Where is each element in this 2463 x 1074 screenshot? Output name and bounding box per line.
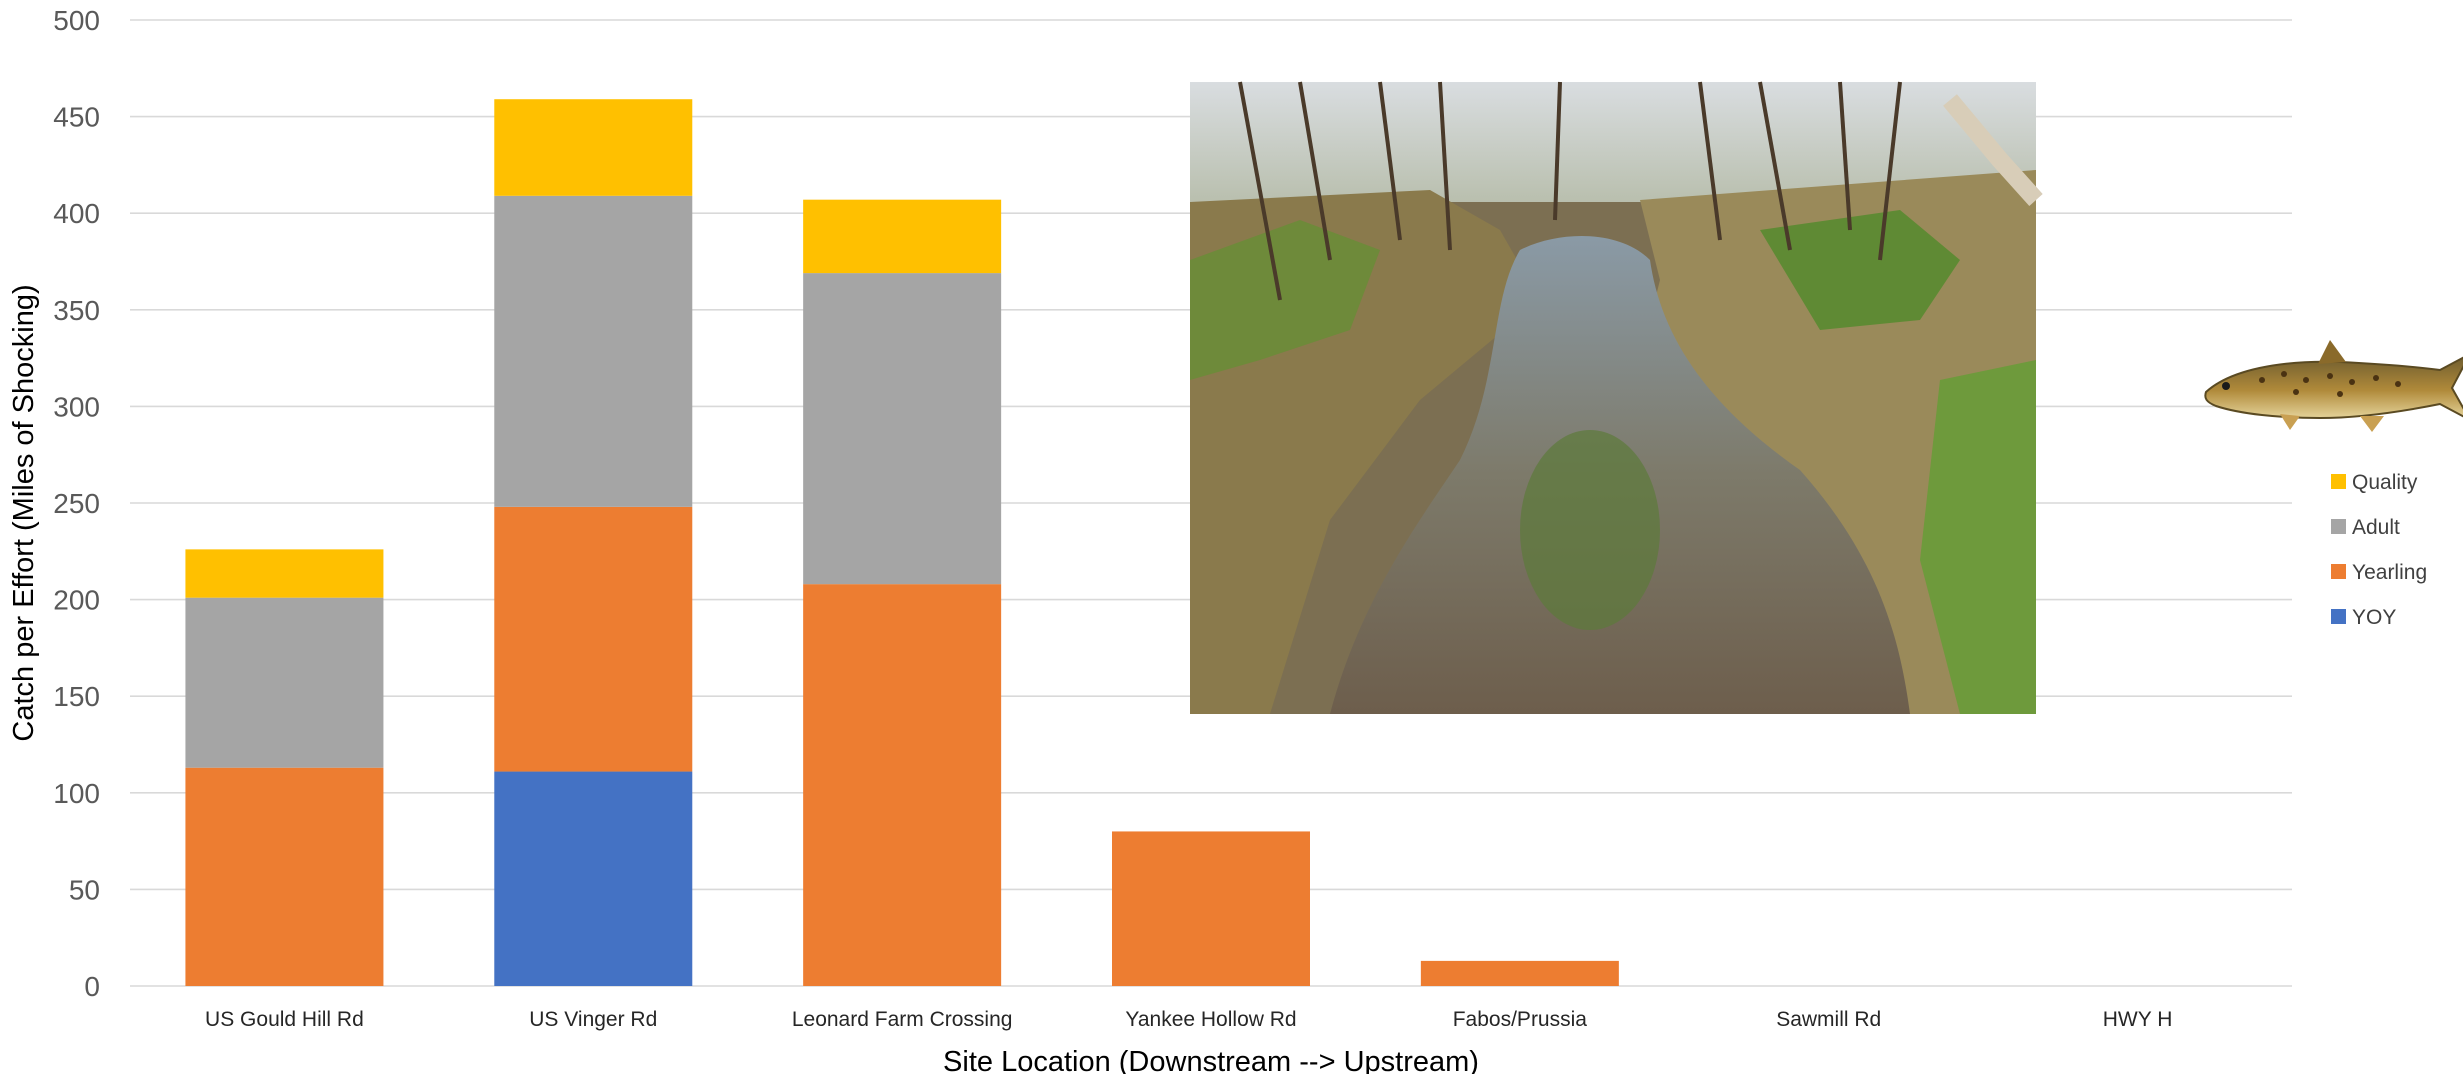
bar-segment-yoy xyxy=(494,771,693,986)
y-tick-label: 250 xyxy=(53,488,100,519)
bar-segment-adult xyxy=(494,195,693,507)
x-axis-title: Site Location (Downstream --> Upstream) xyxy=(943,1046,1479,1074)
bar-segment-quality xyxy=(185,549,384,598)
y-tick-label: 300 xyxy=(53,391,100,422)
legend-swatch xyxy=(2331,474,2346,489)
legend-label: Adult xyxy=(2352,516,2400,539)
y-tick-label: 150 xyxy=(53,681,100,712)
x-tick-label: US Gould Hill Rd xyxy=(205,1008,364,1031)
bar-segment-adult xyxy=(803,273,1002,585)
bar-segment-quality xyxy=(494,99,693,196)
y-tick-label: 200 xyxy=(53,585,100,616)
legend-label: Yearling xyxy=(2352,561,2427,584)
y-tick-label: 50 xyxy=(69,874,100,905)
legend-swatch xyxy=(2331,564,2346,579)
x-tick-label: Yankee Hollow Rd xyxy=(1125,1008,1296,1031)
y-tick-label: 450 xyxy=(53,102,100,133)
bar-segment-yearling xyxy=(494,506,693,772)
legend-label: YOY xyxy=(2352,606,2396,629)
bar-segment-yearling xyxy=(185,767,384,986)
y-axis-title: Catch per Effort (Miles of Shocking) xyxy=(8,284,40,741)
bar-segment-adult xyxy=(185,597,384,768)
bar-segment-yearling xyxy=(803,584,1002,986)
y-tick-label: 100 xyxy=(53,778,100,809)
brown-trout-icon xyxy=(2204,340,2463,432)
bar-segment-quality xyxy=(803,199,1002,274)
y-tick-labels: 0 50 100 150 200 250 300 350 400 450 500 xyxy=(53,5,100,1002)
x-tick-label: Sawmill Rd xyxy=(1776,1008,1881,1031)
x-tick-label: Leonard Farm Crossing xyxy=(792,1008,1013,1031)
legend: Quality Adult Yearling YOY xyxy=(2331,471,2427,629)
y-tick-label: 500 xyxy=(53,5,100,36)
bar-segment-yearling xyxy=(1420,960,1619,986)
y-tick-label: 400 xyxy=(53,198,100,229)
y-tick-label: 350 xyxy=(53,295,100,326)
x-tick-label: HWY H xyxy=(2103,1008,2173,1031)
x-tick-label: Fabos/Prussia xyxy=(1453,1008,1588,1031)
bar-segment-yearling xyxy=(1112,831,1310,986)
x-tick-label: US Vinger Rd xyxy=(529,1008,657,1031)
x-tick-labels: US Gould Hill Rd US Vinger Rd Leonard Farm… xyxy=(205,1008,2172,1031)
legend-label: Quality xyxy=(2352,471,2418,494)
stream-photo xyxy=(1190,81,2043,715)
legend-swatch xyxy=(2331,609,2346,624)
y-tick-label: 0 xyxy=(84,971,100,1002)
bars xyxy=(185,99,1619,986)
legend-swatch xyxy=(2331,519,2346,534)
